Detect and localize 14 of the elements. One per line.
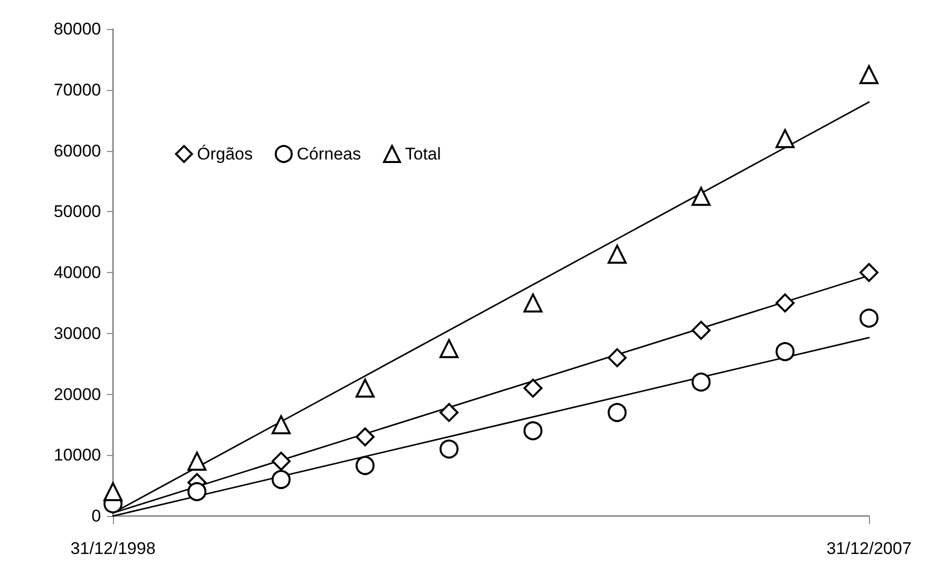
y-tick-label: 40000 [54, 263, 101, 282]
y-tick-label: 80000 [54, 20, 101, 38]
y-tick-label: 70000 [54, 80, 101, 100]
y-tick-label: 30000 [54, 324, 101, 343]
x-tick-label: 31/12/2007 [826, 539, 912, 558]
y-tick-label: 10000 [54, 446, 101, 465]
y-tick-label: 0 [92, 506, 101, 526]
y-tick-label: 50000 [54, 202, 101, 222]
legend-label: Órgãos [197, 144, 253, 164]
legend-label: Córneas [296, 144, 362, 164]
legend-label: Total [405, 144, 441, 164]
y-tick-label: 60000 [54, 141, 101, 160]
x-tick-label: 31/12/1998 [70, 539, 156, 558]
y-tick-label: 20000 [54, 384, 101, 404]
